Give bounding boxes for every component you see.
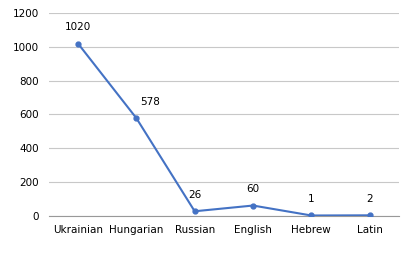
Text: 60: 60	[247, 184, 260, 194]
Text: 1: 1	[308, 194, 315, 204]
Text: 1020: 1020	[65, 22, 91, 32]
Text: 26: 26	[188, 190, 201, 200]
Text: 578: 578	[140, 97, 160, 107]
Text: 2: 2	[366, 194, 373, 204]
